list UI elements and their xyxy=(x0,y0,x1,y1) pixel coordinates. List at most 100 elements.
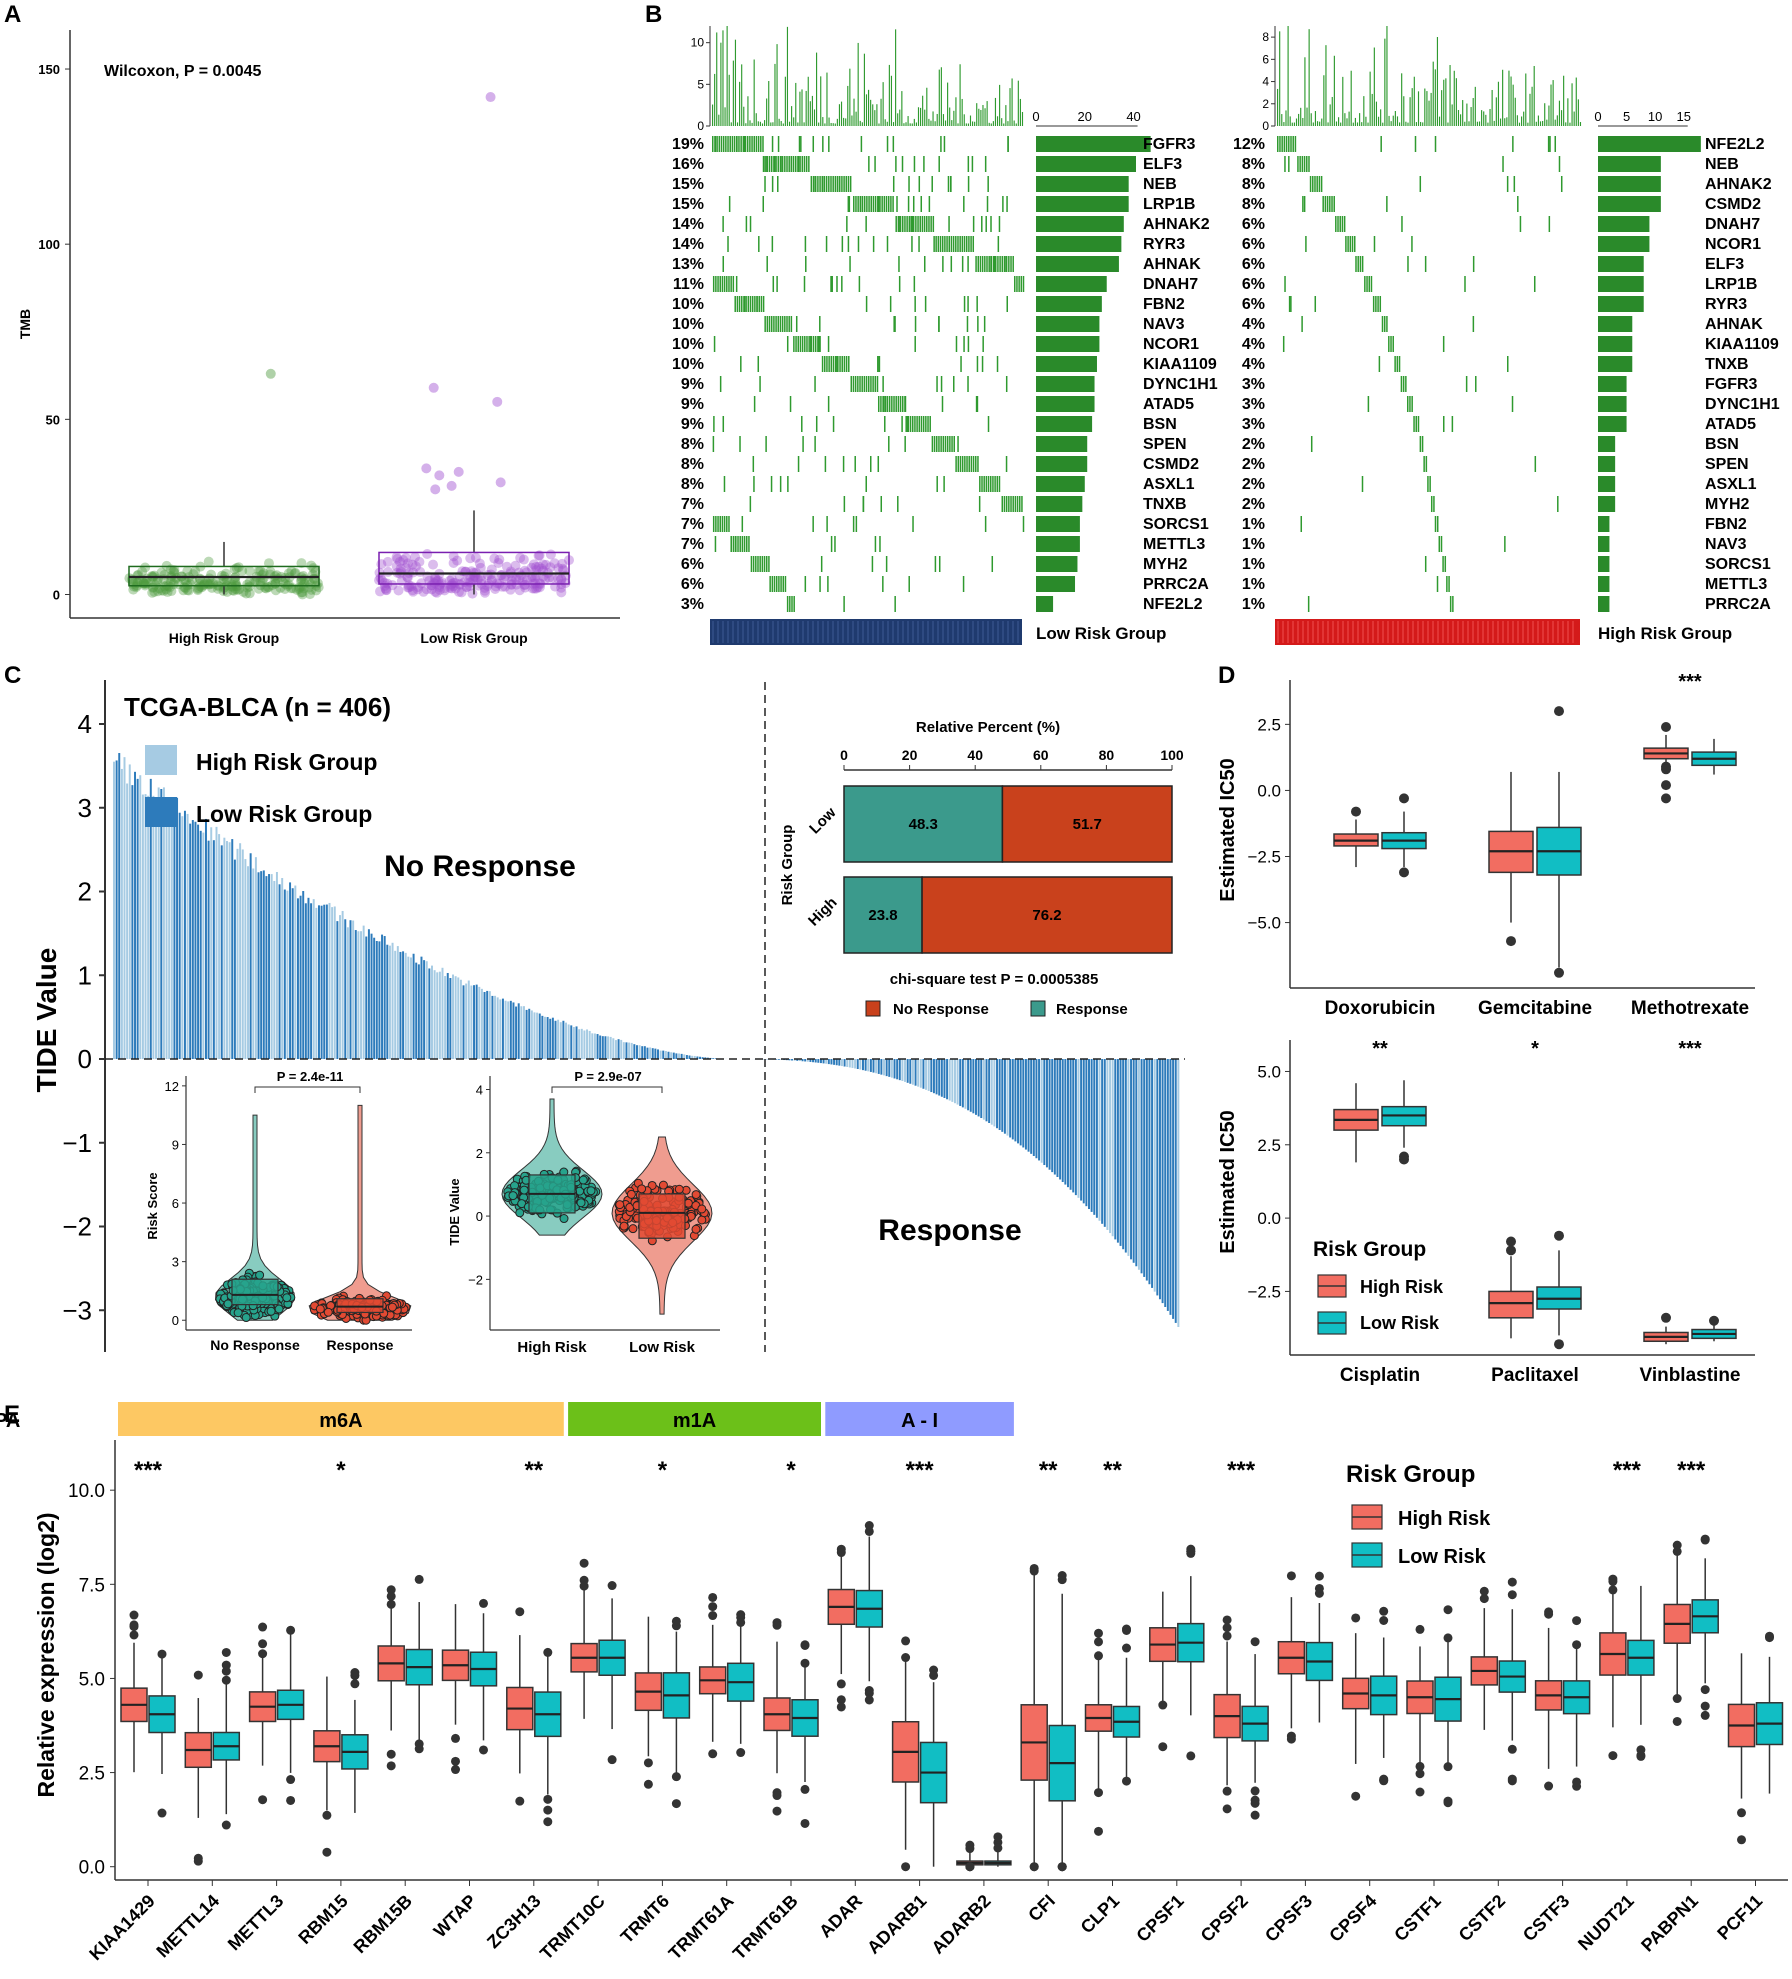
ic50-box xyxy=(1643,1326,1689,1345)
panel-a-plot xyxy=(124,92,574,600)
expression-outlier xyxy=(864,1695,874,1705)
panel-d-legend-low-risk: Low Risk xyxy=(1360,1313,1440,1333)
mutation-mark xyxy=(1284,156,1286,172)
mutation-mark xyxy=(904,396,907,412)
tide-bar xyxy=(360,931,363,1059)
tmb-sample-bar xyxy=(851,115,853,126)
tmb-point xyxy=(306,560,317,571)
mutation-mark xyxy=(766,256,768,272)
tmb-sample-bar xyxy=(1451,104,1453,126)
mutation-mark xyxy=(933,236,935,252)
tide-bar xyxy=(827,1059,830,1065)
expression-box xyxy=(1048,1593,1076,1867)
mutation-mark xyxy=(981,216,983,232)
violin-point xyxy=(274,1304,284,1314)
violin-point xyxy=(515,1208,525,1218)
tmb-point xyxy=(382,556,393,567)
tmb-point xyxy=(263,582,274,593)
tmb-point xyxy=(556,574,567,585)
mutation-mark xyxy=(746,136,749,152)
tmb-point xyxy=(242,579,253,590)
mutation-mark xyxy=(1392,336,1394,352)
mutation-mark xyxy=(865,376,868,392)
tide-bar xyxy=(906,1059,909,1083)
mutation-mark xyxy=(1370,276,1373,292)
tide-bar xyxy=(1066,1059,1069,1188)
tmb-sample-bar xyxy=(768,81,770,126)
gene-row xyxy=(769,576,965,592)
mutation-mark xyxy=(895,216,897,232)
mutation-mark xyxy=(741,296,743,312)
violin-box xyxy=(638,1193,686,1239)
expression-outlier xyxy=(1094,1826,1103,1836)
mutation-mark xyxy=(824,456,827,472)
tide-bar xyxy=(659,1050,662,1059)
tide-bar xyxy=(925,1059,928,1090)
tmb-point xyxy=(149,586,160,597)
tide-bar xyxy=(520,1006,523,1059)
mutation-mark xyxy=(1446,576,1448,592)
mutation-mark xyxy=(977,256,980,272)
mutation-mark xyxy=(1359,256,1362,272)
mutation-mark xyxy=(972,216,975,232)
ic50-box xyxy=(1333,1083,1379,1163)
tmb-sample-bar xyxy=(1331,96,1333,126)
tide-bar xyxy=(1022,1059,1025,1148)
mutation-mark xyxy=(858,276,861,292)
tide-bar xyxy=(515,1006,518,1059)
mutation-mark xyxy=(1512,136,1514,152)
inset-violin-2-y-label: TIDE Value xyxy=(447,1178,462,1245)
mutation-mark xyxy=(817,336,819,352)
expression-outlier xyxy=(1186,1546,1196,1556)
gene-label: DYNC1H1 xyxy=(1705,396,1780,413)
gene-count-bar xyxy=(1598,516,1610,532)
y-tick-label: 0.0 xyxy=(1257,781,1281,800)
group-strip-label: m6A xyxy=(319,1410,362,1432)
tmb-sample-bar xyxy=(1422,122,1424,126)
mutation-mark xyxy=(745,216,748,232)
tmb-point xyxy=(526,562,537,573)
tide-bar xyxy=(1174,1059,1177,1323)
tmb-sample-bar xyxy=(1460,114,1462,126)
mutation-mark xyxy=(905,416,907,432)
mutation-mark xyxy=(749,216,752,232)
tide-bar xyxy=(714,1058,717,1059)
tide-bar xyxy=(1158,1059,1161,1300)
tmb-sample-bar xyxy=(863,53,865,126)
gene-percent: 19% xyxy=(672,136,704,153)
mutation-mark xyxy=(882,576,884,592)
mutation-mark xyxy=(779,316,782,332)
tmb-point xyxy=(468,573,479,584)
tide-bar xyxy=(667,1051,670,1059)
expression-outlier xyxy=(800,1640,810,1650)
expression-outlier xyxy=(515,1607,525,1617)
panel-d-bottom-plot: −2.50.02.55.0Cisplatin**Paclitaxel*Vinbl… xyxy=(1247,1038,1740,1386)
mutation-mark xyxy=(1357,256,1359,272)
tmb-point xyxy=(470,572,481,583)
mutation-mark xyxy=(975,396,978,412)
gene-count-bar xyxy=(1598,336,1633,352)
drug-label: Doxorubicin xyxy=(1325,998,1436,1019)
expression-outlier xyxy=(772,1791,782,1801)
mutation-mark xyxy=(1005,456,1008,472)
tmb-sample-bar xyxy=(996,116,999,126)
tide-bar xyxy=(218,834,221,1059)
tmb-point xyxy=(208,578,219,589)
gene-label: RYR3 xyxy=(1143,236,1185,253)
tmb-point xyxy=(486,575,497,586)
mutation-mark xyxy=(737,536,739,552)
tide-bar xyxy=(244,859,247,1059)
bar-axis-tick: 5 xyxy=(1623,109,1630,124)
tmb-point xyxy=(544,572,555,583)
violin-point xyxy=(658,1180,668,1190)
expression-outlier xyxy=(1415,1624,1425,1634)
gene-label: FBN2 xyxy=(1705,516,1747,533)
tmb-sample-bar xyxy=(1350,70,1352,126)
tmb-sample-bar xyxy=(967,123,969,126)
mutation-mark xyxy=(1424,556,1427,572)
mutation-mark xyxy=(1434,516,1437,532)
no-response-segment xyxy=(921,876,1173,954)
tmb-point xyxy=(556,582,567,593)
mutation-mark xyxy=(780,576,782,592)
